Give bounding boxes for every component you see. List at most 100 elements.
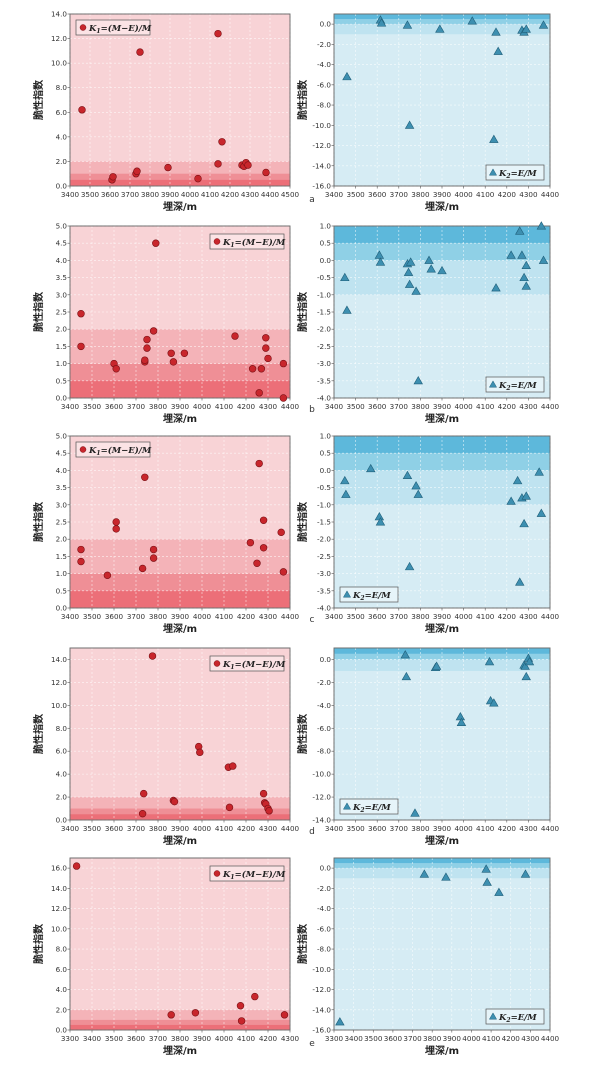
data-point bbox=[521, 24, 531, 33]
y-tick-label: -4.0 bbox=[317, 701, 331, 710]
data-point bbox=[246, 538, 255, 547]
data-point bbox=[149, 545, 158, 554]
x-tick-label: 3700 bbox=[390, 190, 409, 199]
data-point bbox=[491, 27, 501, 36]
x-tick-label: 3700 bbox=[149, 1034, 168, 1043]
data-point bbox=[402, 470, 413, 480]
y-tick-label: 3.0 bbox=[56, 290, 68, 299]
x-tick-label: 4300 bbox=[259, 612, 278, 621]
x-tick-label: 4000 bbox=[454, 824, 473, 833]
data-point bbox=[141, 473, 149, 481]
x-tick-label: 3500 bbox=[346, 824, 365, 833]
x-tick-label: 4300 bbox=[519, 190, 538, 199]
data-point bbox=[194, 174, 202, 183]
y-tick-label: -2.5 bbox=[317, 342, 331, 351]
legend-label: K1=(M−E)/M bbox=[88, 445, 152, 457]
data-point bbox=[170, 797, 179, 806]
x-tick-label: 4000 bbox=[193, 824, 212, 833]
data-point bbox=[335, 1017, 345, 1026]
legend-label: K1=(M−E)/M bbox=[222, 869, 286, 881]
y-tick-label: 16.0 bbox=[51, 864, 67, 873]
y-tick-label: 0.0 bbox=[320, 20, 332, 29]
y-axis-label: 脆性指数 bbox=[32, 291, 45, 333]
plot-frame bbox=[333, 857, 551, 1031]
legend-marker bbox=[213, 660, 221, 667]
y-tick-label: 12.0 bbox=[51, 34, 67, 43]
x-tick-label: 3400 bbox=[83, 1034, 102, 1043]
legend-marker bbox=[488, 1012, 498, 1020]
data-point bbox=[424, 255, 434, 264]
data-point bbox=[262, 334, 270, 342]
chart-panel-a-right: 3400 3500 3600 3700 3800 3900 4000 4100 4200 4300… bbox=[296, 13, 560, 213]
data-point bbox=[512, 475, 523, 485]
plot-frame bbox=[69, 13, 291, 187]
legend-marker bbox=[79, 24, 87, 31]
x-tick-label: 3500 bbox=[81, 190, 100, 199]
data-point bbox=[340, 475, 350, 485]
data-point bbox=[519, 518, 529, 528]
panel-letter: e bbox=[309, 1039, 315, 1049]
data-point bbox=[265, 807, 273, 815]
data-point bbox=[77, 557, 85, 566]
data-point bbox=[515, 226, 525, 235]
data-point bbox=[169, 358, 178, 366]
x-tick-label: 3400 bbox=[325, 824, 344, 833]
y-tick-label: -10.0 bbox=[312, 965, 331, 974]
y-tick-label: -10.0 bbox=[312, 121, 331, 130]
y-tick-label: 10.0 bbox=[51, 59, 67, 68]
x-tick-label: 4400 bbox=[541, 824, 560, 833]
x-tick-label: 4400 bbox=[281, 612, 300, 621]
x-tick-label: 3800 bbox=[411, 190, 430, 199]
y-tick-label: 4.0 bbox=[56, 985, 68, 994]
x-tick-label: 3800 bbox=[423, 1034, 442, 1043]
y-tick-label: -8.0 bbox=[317, 747, 331, 756]
x-tick-label: 4400 bbox=[281, 402, 300, 411]
y-tick-label: 4.5 bbox=[56, 449, 67, 458]
data-point bbox=[521, 260, 531, 270]
y-axis-label: 脆性指数 bbox=[296, 501, 309, 543]
data-point bbox=[536, 221, 547, 230]
x-tick-label: 4300 bbox=[519, 824, 538, 833]
legend-box bbox=[209, 655, 285, 672]
legend-label: K2=E/M bbox=[498, 381, 537, 392]
y-tick-label: -4.0 bbox=[317, 604, 331, 613]
x-tick-label: 4400 bbox=[541, 1034, 560, 1043]
data-point bbox=[413, 489, 423, 498]
x-tick-label: 3800 bbox=[411, 402, 430, 411]
data-point bbox=[341, 489, 351, 498]
y-tick-label: 5.0 bbox=[56, 222, 68, 231]
y-tick-label: 1.0 bbox=[320, 432, 332, 441]
data-point bbox=[72, 862, 81, 870]
y-tick-label: 2.0 bbox=[56, 535, 68, 544]
legend-marker bbox=[213, 870, 221, 877]
data-point bbox=[140, 789, 148, 798]
x-tick-label: 3700 bbox=[127, 402, 146, 411]
data-point bbox=[491, 283, 501, 292]
x-tick-label: 3400 bbox=[61, 402, 80, 411]
legend-marker bbox=[79, 446, 87, 453]
x-tick-label: 3300 bbox=[61, 1034, 80, 1043]
x-tick-label: 4400 bbox=[541, 402, 560, 411]
legend: K1=(M−E)/M bbox=[75, 19, 152, 36]
x-tick-label: 3600 bbox=[368, 824, 387, 833]
data-point bbox=[133, 167, 141, 175]
legend-marker bbox=[213, 238, 221, 245]
x-tick-label: 3400 bbox=[344, 1034, 363, 1043]
y-tick-label: 2.0 bbox=[56, 157, 68, 166]
y-tick-label: 3.5 bbox=[56, 483, 67, 492]
y-tick-label: 0.0 bbox=[56, 182, 68, 191]
y-tick-label: 8.0 bbox=[56, 945, 68, 954]
data-point bbox=[251, 992, 259, 1001]
data-point bbox=[152, 239, 160, 247]
x-tick-label: 4300 bbox=[521, 1034, 540, 1043]
y-axis-label: 脆性指数 bbox=[32, 79, 45, 121]
data-point bbox=[413, 375, 423, 385]
y-axis-label: 脆性指数 bbox=[296, 291, 309, 333]
x-tick-label: 3600 bbox=[368, 190, 387, 199]
data-point bbox=[237, 1017, 246, 1025]
data-point bbox=[143, 335, 151, 344]
data-point bbox=[149, 327, 158, 335]
chart-panel-c-right: 3400 3500 3600 3700 3800 3900 4000 4100 4200 4300… bbox=[296, 432, 560, 636]
